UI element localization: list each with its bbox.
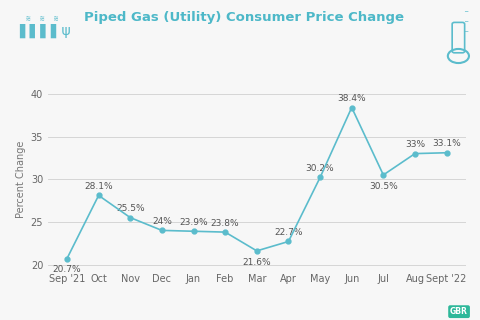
Text: Piped Gas (Utility) Consumer Price Change: Piped Gas (Utility) Consumer Price Chang…	[84, 11, 404, 24]
Text: 21.6%: 21.6%	[242, 258, 271, 267]
Text: 33.1%: 33.1%	[432, 140, 461, 148]
Text: ≋  ≋  ≋: ≋ ≋ ≋	[26, 14, 59, 23]
Text: 20.7%: 20.7%	[53, 265, 81, 274]
Text: ▌▌▌▌ψ: ▌▌▌▌ψ	[19, 24, 71, 38]
Text: ─: ─	[464, 10, 468, 15]
Text: 25.5%: 25.5%	[116, 204, 144, 213]
Text: 30.5%: 30.5%	[369, 182, 398, 191]
Text: 22.7%: 22.7%	[274, 228, 303, 237]
Text: ─: ─	[464, 20, 468, 25]
Text: 38.4%: 38.4%	[337, 94, 366, 103]
Text: 23.8%: 23.8%	[211, 219, 240, 228]
Text: 30.2%: 30.2%	[306, 164, 335, 173]
Text: 23.9%: 23.9%	[179, 218, 208, 227]
Text: GBR: GBR	[450, 307, 468, 316]
Text: ─: ─	[464, 29, 468, 35]
Text: 33%: 33%	[405, 140, 425, 149]
Text: 24%: 24%	[152, 217, 172, 226]
Text: 28.1%: 28.1%	[84, 182, 113, 191]
Y-axis label: Percent Change: Percent Change	[16, 140, 26, 218]
